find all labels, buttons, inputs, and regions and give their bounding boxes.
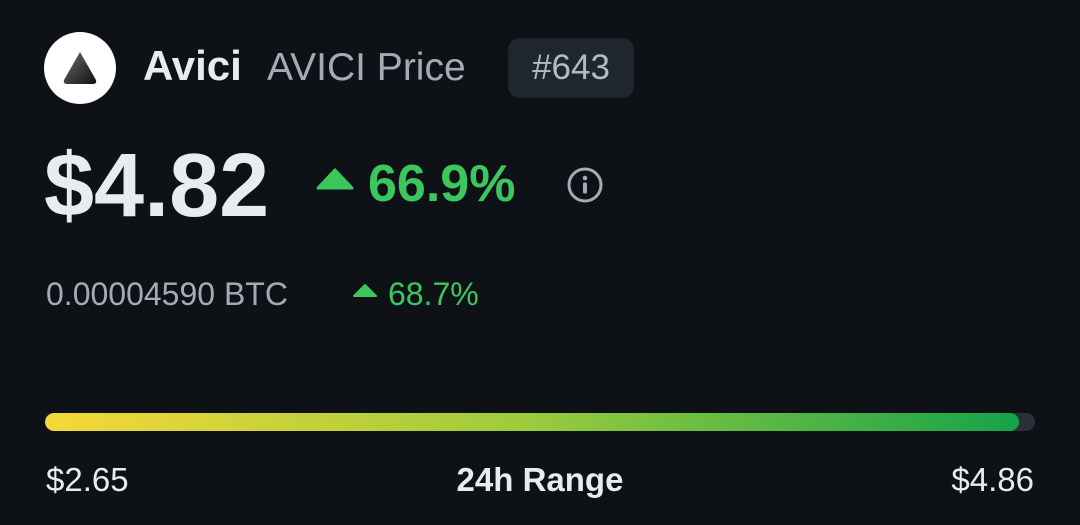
up-arrow-small xyxy=(353,284,377,297)
price-usd: $4.82 xyxy=(44,136,270,236)
coin-symbol: AVICI Price xyxy=(267,46,466,89)
range-low: $2.65 xyxy=(46,461,129,498)
range-label: 24h Range xyxy=(456,461,624,498)
price-change: 66.9% xyxy=(368,155,516,213)
range-bar xyxy=(45,413,1035,431)
info-icon[interactable] xyxy=(566,166,604,204)
coin-name: Avici xyxy=(143,42,242,89)
range-fill xyxy=(45,413,1020,431)
rank-badge: #643 xyxy=(508,38,634,98)
coin-logo xyxy=(44,32,116,104)
logo-icon xyxy=(63,52,97,84)
btc-change: 68.7% xyxy=(388,276,479,312)
range-high: $4.86 xyxy=(951,461,1034,498)
price-btc: 0.00004590 BTC xyxy=(46,276,288,312)
up-arrow xyxy=(316,168,354,190)
